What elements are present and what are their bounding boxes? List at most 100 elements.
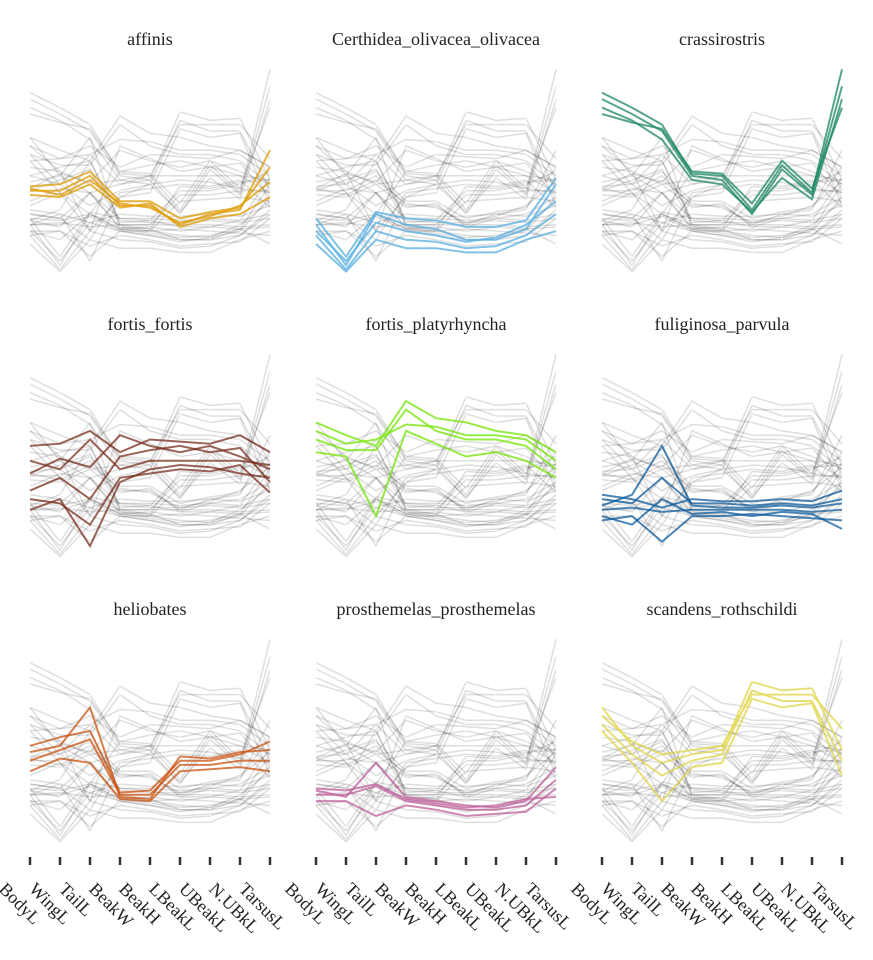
species-line <box>315 783 557 809</box>
background-line <box>601 221 843 228</box>
background-line <box>601 115 843 168</box>
background-line <box>29 408 271 470</box>
background-line <box>315 639 557 782</box>
background-line <box>29 800 271 843</box>
species-line <box>315 213 557 272</box>
species-line <box>315 200 557 263</box>
panel-affinis: affinis <box>29 29 271 278</box>
species-line <box>29 183 271 229</box>
background-line <box>29 685 271 738</box>
panel-title: Certhidea_olivacea_olivacea <box>332 29 540 49</box>
background-line <box>30 719 271 796</box>
background-line <box>30 434 271 511</box>
panel-fuliginosa_parvula: fuliginosa_parvula <box>601 314 843 563</box>
background-line <box>601 685 843 738</box>
species-line <box>601 98 843 214</box>
background-line <box>315 144 557 234</box>
background-line <box>601 774 843 794</box>
background-line <box>315 800 557 843</box>
species-line <box>601 697 843 803</box>
background-line <box>30 209 271 241</box>
background-line <box>601 464 843 526</box>
background-line <box>601 128 843 233</box>
background-line <box>315 485 557 548</box>
background-line <box>29 714 271 804</box>
species-line <box>601 86 843 216</box>
panel-title: fuliginosa_parvula <box>655 314 790 334</box>
background-line <box>601 204 843 224</box>
species-line <box>601 693 843 756</box>
background-line <box>601 213 843 271</box>
background-line <box>315 723 557 756</box>
background-line <box>29 489 271 509</box>
background-line <box>29 183 271 267</box>
species-line <box>29 463 271 527</box>
background-line <box>315 464 557 526</box>
background-line <box>601 159 843 224</box>
background-line <box>602 779 843 811</box>
background-line <box>315 115 557 168</box>
background-line <box>602 434 843 511</box>
background-line <box>29 230 271 273</box>
species-line <box>601 476 843 507</box>
background-line <box>29 723 271 756</box>
species-line <box>29 434 271 475</box>
background-line <box>315 693 557 755</box>
panel-Certhidea_olivacea_olivacea: Certhidea_olivacea_olivacea <box>315 29 557 278</box>
species-line <box>601 107 843 205</box>
background-line <box>601 693 843 755</box>
species-line <box>29 463 271 549</box>
species-line <box>601 489 843 509</box>
background-line <box>315 179 557 241</box>
background-line <box>29 153 271 186</box>
panel-crassirostris: crassirostris <box>601 29 843 278</box>
background-line <box>29 698 271 803</box>
background-line <box>601 413 843 518</box>
background-line <box>315 468 557 552</box>
background-line <box>315 408 557 471</box>
background-line <box>315 506 557 513</box>
species-line <box>315 408 557 471</box>
species-line <box>30 149 271 226</box>
background-line <box>315 123 557 185</box>
background-line <box>602 209 843 241</box>
background-line <box>601 423 843 462</box>
background-line <box>601 438 843 471</box>
background-line <box>29 144 271 234</box>
background-line <box>316 149 557 226</box>
background-line <box>601 200 843 263</box>
background-line <box>29 506 271 513</box>
background-line <box>315 708 557 747</box>
background-line <box>315 221 557 228</box>
background-line <box>29 200 271 263</box>
background-line <box>29 179 271 241</box>
background-line <box>601 429 843 519</box>
background-line <box>601 183 843 267</box>
background-line <box>315 138 557 177</box>
background-line <box>601 191 843 222</box>
background-line <box>315 420 557 515</box>
background-line <box>601 761 843 792</box>
background-line <box>315 714 557 804</box>
background-line <box>315 749 557 811</box>
species-line <box>315 429 557 519</box>
background-line <box>315 761 557 792</box>
background-line <box>601 408 843 471</box>
background-line <box>601 420 843 515</box>
background-line <box>602 494 843 526</box>
background-line <box>601 791 843 798</box>
panel-title: fortis_fortis <box>108 314 193 334</box>
background-line <box>601 753 843 837</box>
background-line <box>29 468 271 552</box>
background-line <box>315 438 557 471</box>
background-line <box>29 761 271 792</box>
background-line <box>601 770 843 833</box>
background-line <box>601 400 843 453</box>
background-line <box>315 738 556 796</box>
background-line <box>601 179 843 241</box>
species-line <box>315 230 557 274</box>
background-line <box>601 705 843 800</box>
background-line <box>29 213 271 271</box>
panel-title: affinis <box>127 29 173 49</box>
background-line <box>29 774 271 794</box>
